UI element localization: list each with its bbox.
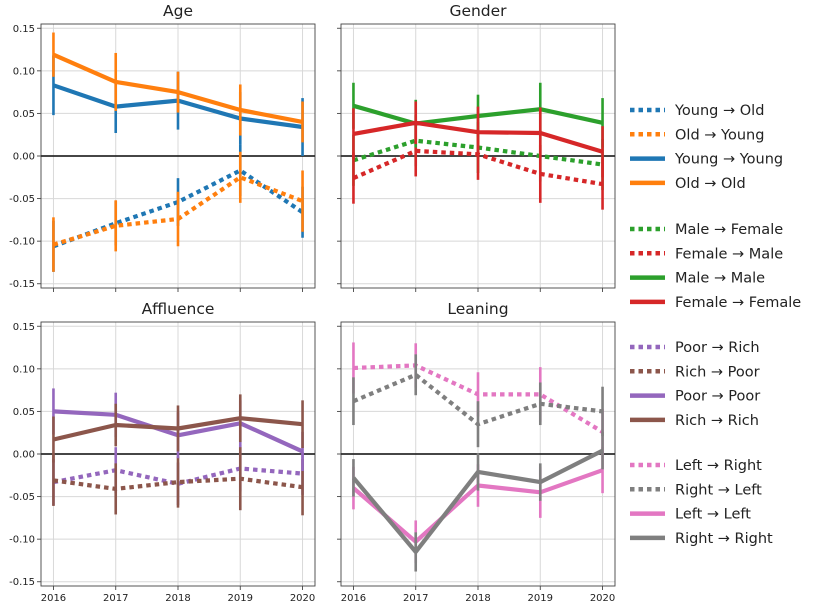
legend-label-female-to-male: Female → Male [675, 246, 783, 262]
y-tick-label: 0.10 [13, 66, 35, 77]
y-tick-label: -0.05 [9, 492, 35, 503]
y-tick-label: 0.00 [13, 450, 35, 461]
x-tick-label: 2020 [290, 593, 315, 603]
legend-label-left-to-left: Left → Left [675, 507, 751, 523]
y-tick-label: 0.05 [13, 109, 35, 120]
x-tick-label: 2018 [465, 593, 490, 603]
x-tick-label: 2017 [103, 593, 128, 603]
x-tick-label: 2018 [165, 593, 190, 603]
gender-title: Gender [449, 2, 507, 20]
leaning-panel: 2016 2017 2018 2019 2020 Leaning [337, 300, 615, 603]
legend-label-young-to-old: Young → Old [674, 103, 764, 119]
x-tick-label: 2016 [41, 593, 66, 603]
legend-label-right-to-left: Right → Left [675, 482, 762, 498]
age-title: Age [163, 2, 193, 20]
legend-label-right-to-right: Right → Right [675, 531, 773, 547]
affluence-title: Affluence [142, 300, 215, 318]
leaning-title: Leaning [447, 300, 508, 318]
y-tick-label: -0.05 [9, 194, 35, 205]
legend: Young → Old Old → Young Young → Young Old →… [630, 103, 801, 547]
x-tick-label: 2017 [403, 593, 428, 603]
y-tick-label: -0.15 [9, 279, 35, 290]
legend-label-male-to-female: Male → Female [675, 222, 783, 238]
legend-label-poor-to-poor: Poor → Poor [675, 389, 760, 405]
legend-label-young-to-young: Young → Young [674, 152, 783, 168]
legend-label-rich-to-poor: Rich → Poor [675, 364, 760, 380]
legend-label-male-to-male: Male → Male [675, 271, 765, 287]
x-tick-label: 2016 [341, 593, 366, 603]
y-tick-label: -0.10 [9, 237, 35, 248]
age-panel: 0.15 0.10 0.05 0.00 -0.05 -0.10 -0.15 Age [9, 2, 315, 292]
x-tick-label: 2019 [528, 593, 553, 603]
x-tick-label: 2020 [590, 593, 615, 603]
y-tick-label: -0.10 [9, 535, 35, 546]
legend-label-female-to-female: Female → Female [675, 295, 801, 311]
y-tick-label: 0.10 [13, 364, 35, 375]
gender-panel: Gender [337, 2, 615, 292]
legend-label-old-to-old: Old → Old [675, 176, 746, 192]
affluence-panel: 0.15 0.10 0.05 0.00 -0.05 -0.10 -0.15 2016 2017 2… [9, 300, 315, 603]
legend-label-old-to-young: Old → Young [675, 127, 764, 143]
legend-label-left-to-right: Left → Right [675, 458, 762, 474]
legend-label-poor-to-rich: Poor → Rich [675, 340, 760, 356]
y-tick-label: 0.05 [13, 407, 35, 418]
y-tick-label: -0.15 [9, 577, 35, 588]
x-tick-label: 2019 [228, 593, 253, 603]
legend-label-rich-to-rich: Rich → Rich [675, 413, 759, 429]
y-tick-label: 0.00 [13, 152, 35, 163]
y-tick-label: 0.15 [13, 322, 35, 333]
y-tick-label: 0.15 [13, 24, 35, 35]
